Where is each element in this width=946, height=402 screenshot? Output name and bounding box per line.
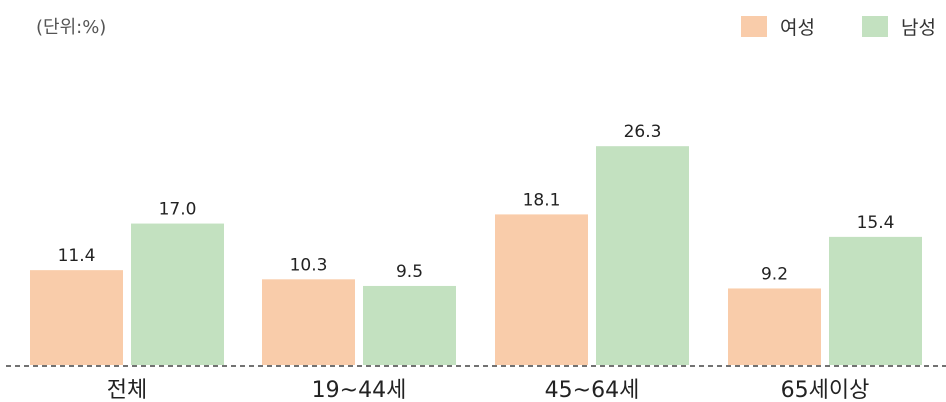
bar-male-1 bbox=[363, 285, 456, 365]
legend-label-female: 여성 bbox=[780, 17, 815, 39]
bar-female-1 bbox=[262, 279, 355, 365]
legend-swatch-female bbox=[741, 16, 767, 37]
value-label-male-0: 17.0 bbox=[159, 200, 197, 220]
value-label-female-1: 10.3 bbox=[290, 255, 328, 275]
bar-female-0 bbox=[30, 270, 123, 365]
category-label-0: 전체 bbox=[107, 378, 147, 402]
category-label-1: 19~44세 bbox=[312, 378, 407, 402]
value-label-female-0: 11.4 bbox=[58, 246, 96, 266]
value-label-male-2: 26.3 bbox=[624, 122, 662, 142]
category-label-3: 65세이상 bbox=[781, 378, 870, 402]
legend: 여성 남성 bbox=[741, 16, 936, 39]
legend-label-male: 남성 bbox=[901, 17, 936, 39]
value-label-male-3: 15.4 bbox=[857, 213, 895, 233]
value-label-female-2: 18.1 bbox=[523, 190, 561, 210]
bar-female-2 bbox=[495, 214, 588, 365]
category-label-2: 45~64세 bbox=[545, 378, 640, 402]
unit-label: (단위:%) bbox=[36, 17, 106, 38]
bars-group bbox=[30, 146, 922, 365]
value-label-female-3: 9.2 bbox=[761, 264, 788, 284]
legend-swatch-male bbox=[862, 16, 888, 37]
category-labels-group: 전체 19~44세 45~64세 65세이상 bbox=[107, 378, 870, 402]
bar-male-2 bbox=[596, 146, 689, 365]
value-labels-group: 11.4 17.0 10.3 9.5 18.1 26.3 9.2 15.4 bbox=[58, 122, 895, 284]
bar-female-3 bbox=[728, 288, 821, 365]
value-label-male-1: 9.5 bbox=[396, 262, 423, 282]
bar-male-3 bbox=[829, 236, 922, 365]
bar-male-0 bbox=[131, 223, 224, 365]
